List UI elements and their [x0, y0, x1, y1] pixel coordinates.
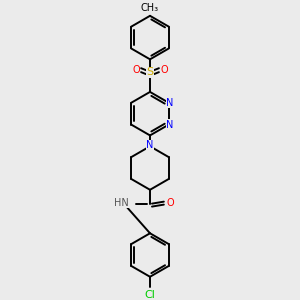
Text: CH₃: CH₃ — [141, 3, 159, 13]
Text: S: S — [146, 67, 154, 77]
Text: N: N — [166, 119, 173, 130]
Text: O: O — [132, 65, 140, 75]
Text: O: O — [160, 65, 168, 75]
Text: N: N — [166, 98, 173, 108]
Text: N: N — [146, 140, 154, 150]
Text: HN: HN — [115, 198, 129, 208]
Text: Cl: Cl — [145, 290, 155, 300]
Text: O: O — [167, 198, 175, 208]
